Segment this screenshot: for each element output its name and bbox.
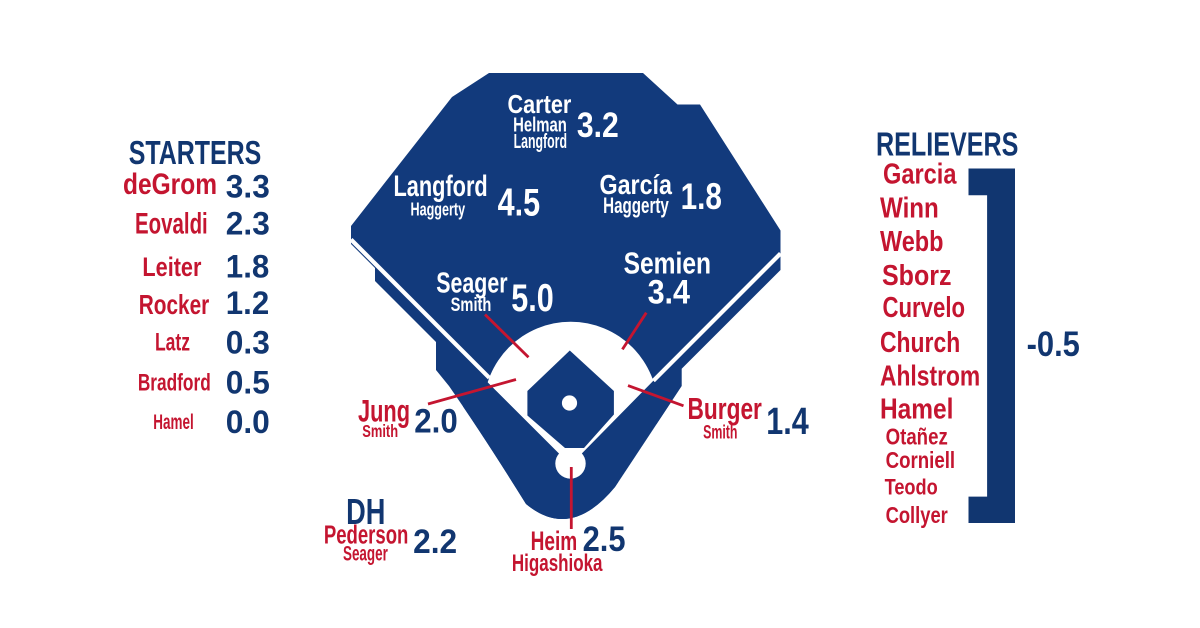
svg-text:Smith: Smith bbox=[451, 294, 492, 315]
svg-text:deGrom: deGrom bbox=[123, 167, 217, 201]
svg-text:Seager: Seager bbox=[343, 541, 388, 565]
svg-text:Curvelo: Curvelo bbox=[883, 292, 966, 323]
svg-text:0.5: 0.5 bbox=[226, 364, 270, 401]
svg-text:Eovaldi: Eovaldi bbox=[135, 208, 208, 241]
svg-text:Pederson: Pederson bbox=[324, 521, 409, 550]
svg-text:1.8: 1.8 bbox=[226, 248, 269, 285]
svg-text:Higashioka: Higashioka bbox=[512, 550, 603, 576]
svg-text:0.0: 0.0 bbox=[226, 403, 270, 440]
svg-text:1.4: 1.4 bbox=[766, 401, 809, 443]
svg-text:2.0: 2.0 bbox=[414, 401, 457, 440]
svg-text:García: García bbox=[599, 170, 672, 201]
svg-text:Bradford: Bradford bbox=[138, 370, 211, 396]
svg-text:1.8: 1.8 bbox=[681, 176, 722, 218]
svg-text:Ahlstrom: Ahlstrom bbox=[880, 359, 980, 392]
svg-text:Jung: Jung bbox=[358, 394, 410, 429]
svg-text:Garcia: Garcia bbox=[883, 157, 957, 190]
svg-text:Haggerty: Haggerty bbox=[603, 193, 669, 217]
svg-text:Webb: Webb bbox=[880, 224, 943, 257]
svg-text:2.5: 2.5 bbox=[583, 520, 626, 559]
svg-text:3.4: 3.4 bbox=[648, 273, 690, 311]
svg-text:Collyer: Collyer bbox=[886, 503, 948, 528]
svg-text:Haggerty: Haggerty bbox=[411, 199, 466, 220]
svg-text:Langford: Langford bbox=[514, 130, 567, 153]
svg-text:1.2: 1.2 bbox=[226, 284, 269, 321]
svg-text:Sborz: Sborz bbox=[882, 258, 951, 291]
svg-text:Heim: Heim bbox=[531, 526, 578, 556]
svg-text:Winn: Winn bbox=[880, 191, 939, 224]
svg-text:RELIEVERS: RELIEVERS bbox=[876, 126, 1018, 163]
svg-text:Teodo: Teodo bbox=[885, 475, 938, 500]
svg-text:5.0: 5.0 bbox=[511, 276, 553, 319]
svg-text:Latz: Latz bbox=[155, 329, 190, 357]
svg-text:Smith: Smith bbox=[362, 422, 398, 441]
svg-text:0.3: 0.3 bbox=[226, 324, 270, 361]
svg-text:2.3: 2.3 bbox=[226, 205, 270, 242]
svg-text:Langford: Langford bbox=[393, 169, 487, 203]
svg-text:2.2: 2.2 bbox=[413, 523, 457, 562]
svg-text:STARTERS: STARTERS bbox=[129, 136, 262, 172]
svg-text:DH: DH bbox=[346, 491, 385, 532]
svg-text:Corniell: Corniell bbox=[886, 448, 955, 473]
svg-text:Burger: Burger bbox=[688, 390, 763, 425]
svg-text:Carter: Carter bbox=[508, 90, 572, 119]
svg-text:4.5: 4.5 bbox=[498, 182, 540, 224]
svg-text:Seager: Seager bbox=[436, 268, 507, 300]
svg-text:Helman: Helman bbox=[513, 113, 567, 136]
svg-text:Smith: Smith bbox=[703, 422, 737, 443]
svg-text:Rocker: Rocker bbox=[139, 290, 210, 321]
svg-text:3.3: 3.3 bbox=[226, 168, 270, 205]
svg-text:Hamel: Hamel bbox=[880, 393, 953, 425]
svg-text:Semien: Semien bbox=[624, 246, 711, 280]
svg-text:3.2: 3.2 bbox=[577, 105, 619, 145]
svg-text:-0.5: -0.5 bbox=[1027, 325, 1080, 364]
svg-text:Hamel: Hamel bbox=[153, 410, 193, 434]
svg-text:Church: Church bbox=[880, 325, 960, 358]
svg-text:Otañez: Otañez bbox=[886, 425, 948, 450]
svg-text:Leiter: Leiter bbox=[142, 253, 201, 283]
